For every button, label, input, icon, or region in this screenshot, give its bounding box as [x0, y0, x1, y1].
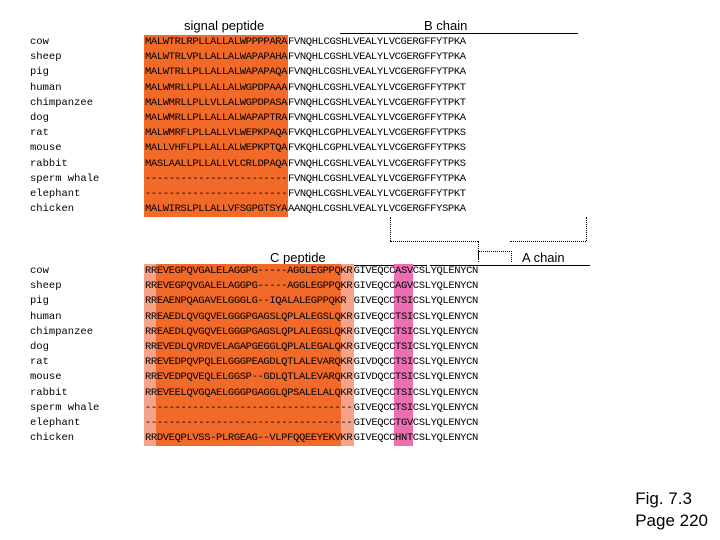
connector-a-chain-h: [510, 241, 586, 242]
species-name: mouse: [30, 371, 62, 384]
signal-sequence: MALWTRLRPLLALLALWPPPPARA: [145, 36, 288, 48]
cpep-sequence: -----------------------------------: [145, 417, 353, 429]
c-peptide-label: C peptide: [270, 250, 326, 265]
achain-sequence: GIVEQCCTSICSLYQLENYCN: [353, 401, 479, 414]
signal-sequence: MASLAALLPLLALLVLCRLDPAQA: [145, 157, 288, 170]
species-name: dog: [30, 341, 49, 353]
species-name: rat: [30, 127, 49, 140]
achain-sequence: GIVEQCCASVCSLYQLENYCN: [353, 265, 479, 277]
signal-sequence: ------------------------: [145, 188, 288, 200]
achain-sequence: GIVDQCCTSICSLYQLENYCN: [353, 371, 479, 384]
a-chain-alignment: cow RREVEGPQVGALELAGGPG-----AGGLEGPPQKR GI…: [30, 264, 600, 449]
species-name: elephant: [30, 188, 81, 200]
cpep-sequence: RREVEGPQVGALELAGGPG-----AGGLEGPPQKR: [145, 280, 353, 293]
species-name: human: [30, 310, 62, 323]
bchain-sequence: FVNQHLCGSHLVEALYLVCGERGFFYTPKA: [288, 172, 466, 185]
connector-b-chain-end: [586, 217, 587, 241]
species-name: rabbit: [30, 157, 68, 170]
species-name: elephant: [30, 417, 81, 429]
page-number: Page 220: [635, 511, 708, 530]
achain-sequence: GIVEQCCTSICSLYQLENYCN: [353, 295, 479, 308]
a-chain-variable-highlight: [394, 264, 414, 447]
bchain-sequence: FVNQHLCGSHLVEALYLVCGERGFFYTPKA: [288, 51, 466, 64]
signal-sequence: MALWIRSLPLLALLVFSGPGTSYA: [145, 203, 288, 216]
species-name: dog: [30, 112, 49, 124]
figure-caption: Fig. 7.3 Page 220: [635, 488, 708, 532]
cpep-sequence: RREVEDLQVRDVELAGAPGEGGLQPLALEGALQKR: [145, 341, 353, 353]
bchain-sequence: FVNQHLCGSHLVEALYLVCGERGFFYTPKA: [288, 66, 466, 79]
achain-sequence: GIVEQCCAGVCSLYQLENYCN: [353, 280, 479, 293]
bchain-sequence: FVKQHLCGPHLVEALYLVCGERGFFYTPKS: [288, 142, 466, 155]
a-chain-label: A chain: [522, 250, 565, 265]
connector-a-chain-box: [478, 251, 512, 262]
species-name: chimpanzee: [30, 96, 94, 109]
b-chain-label: B chain: [424, 18, 468, 33]
c-peptide-edge-left: [144, 264, 157, 447]
bchain-sequence: AANQHLCGSHLVEALYLVCGERGFFYSPKA: [288, 203, 466, 216]
signal-sequence: MALWMRLLPLLVLLALWGPDPASA: [145, 96, 288, 109]
bchain-sequence: FVKQHLCGPHLVEALYLVCGERGFFYTPKS: [288, 127, 466, 140]
bchain-sequence: FVNQHLCGSHLVEALYLVCGERGFFYTPKT: [288, 81, 466, 94]
species-name: pig: [30, 66, 49, 79]
cpep-sequence: RREAENPQAGAVELGGGLG--IQALALEGPPQKR: [145, 295, 347, 308]
cpep-sequence: RREVEDPQVEQLELGGSP--GDLQTLALEVARQKR: [145, 371, 353, 384]
species-name: human: [30, 81, 62, 94]
c-peptide-highlight: [155, 264, 342, 447]
species-name: cow: [30, 36, 49, 48]
a-chain-bracket-line: [430, 265, 590, 266]
signal-sequence: MALWTRLVPLLALLALWAPAPAHA: [145, 51, 288, 64]
cpep-sequence: RREAEDLQVGQVELGGGPGAGSLQPLALEGSLQKR: [145, 310, 353, 323]
connector-a-chain: [478, 241, 479, 259]
signal-sequence: MALWTRLLPLLALLALWAPAPAQA: [145, 66, 288, 79]
species-name: sperm whale: [30, 172, 100, 185]
species-name: chimpanzee: [30, 325, 94, 338]
achain-sequence: GIVEQCCTGVCSLYQLENYCN: [353, 417, 479, 429]
species-name: sperm whale: [30, 401, 100, 414]
signal-sequence: MALWMRFLPLLALLVLWEPKPAQA: [145, 127, 288, 140]
species-name: rabbit: [30, 386, 68, 399]
bchain-sequence: FVNQHLCGSHLVEALYLVCGERGFFYTPKT: [288, 96, 466, 109]
bchain-sequence: FVNQHLCGSHLVEALYLVCGERGFFYTPKA: [288, 112, 466, 124]
cpep-sequence: RREVEGPQVGALELAGGPG-----AGGLEGPPQKR: [145, 265, 353, 277]
species-name: sheep: [30, 51, 62, 64]
signal-peptide-label: signal peptide: [184, 18, 265, 33]
cpep-sequence: -----------------------------------: [145, 401, 353, 414]
cpep-sequence: RRDVEQPLVSS-PLRGEAG--VLPFQQEEYEKVKR: [145, 432, 353, 445]
b-chain-alignment: cow MALWTRLRPLLALLALWPPPPARA FVNQHLCGSHLVE…: [30, 35, 590, 218]
achain-sequence: GIVEQCCTSICSLYQLENYCN: [353, 386, 479, 399]
signal-sequence: MALWMRLLPLLALLALWAPAPTRA: [145, 112, 288, 124]
achain-sequence: GIVEQCCTSICSLYQLENYCN: [353, 341, 479, 353]
species-name: pig: [30, 295, 49, 308]
species-name: rat: [30, 356, 49, 369]
cpep-sequence: RREVEDPQVPQLELGGGPEAGDLQTLALEVARQKR: [145, 356, 353, 369]
c-peptide-edge-right: [340, 264, 354, 447]
achain-sequence: GIVEQCCTSICSLYQLENYCN: [353, 325, 479, 338]
signal-sequence: MALWMRLLPLLALLALWGPDPAAA: [145, 81, 288, 94]
b-chain-bracket-line: [340, 33, 578, 34]
bchain-sequence: FVNQHLCGSHLVEALYLVCGERGFFYTPKS: [288, 157, 466, 170]
figure-number: Fig. 7.3: [635, 489, 692, 508]
cpep-sequence: RREAEDLQVGQVELGGGPGAGSLQPLALEGSLQKR: [145, 325, 353, 338]
species-name: sheep: [30, 280, 62, 293]
bchain-sequence: FVNQHLCGSHLVEALYLVCGERGFFYTPKT: [288, 188, 466, 200]
signal-peptide-highlight: [144, 35, 289, 218]
species-name: mouse: [30, 142, 62, 155]
species-name: cow: [30, 265, 49, 277]
signal-sequence: ------------------------: [145, 172, 288, 185]
achain-sequence: GIVEQCCHNTCSLYQLENYCN: [353, 432, 479, 445]
connector-c-peptide: [390, 217, 391, 241]
connector-c-peptide-h: [390, 241, 478, 242]
cpep-sequence: RREVEELQVGQAELGGGPGAGGLQPSALELALQKR: [145, 386, 353, 399]
signal-sequence: MALLVHFLPLLALLALWEPKPTQA: [145, 142, 288, 155]
bchain-sequence: FVNQHLCGSHLVEALYLVCGERGFFYTPKA: [288, 36, 466, 48]
species-name: chicken: [30, 203, 75, 216]
achain-sequence: GIVEQCCTSICSLYQLENYCN: [353, 310, 479, 323]
achain-sequence: GIVDQCCTSICSLYQLENYCN: [353, 356, 479, 369]
species-name: chicken: [30, 432, 75, 445]
